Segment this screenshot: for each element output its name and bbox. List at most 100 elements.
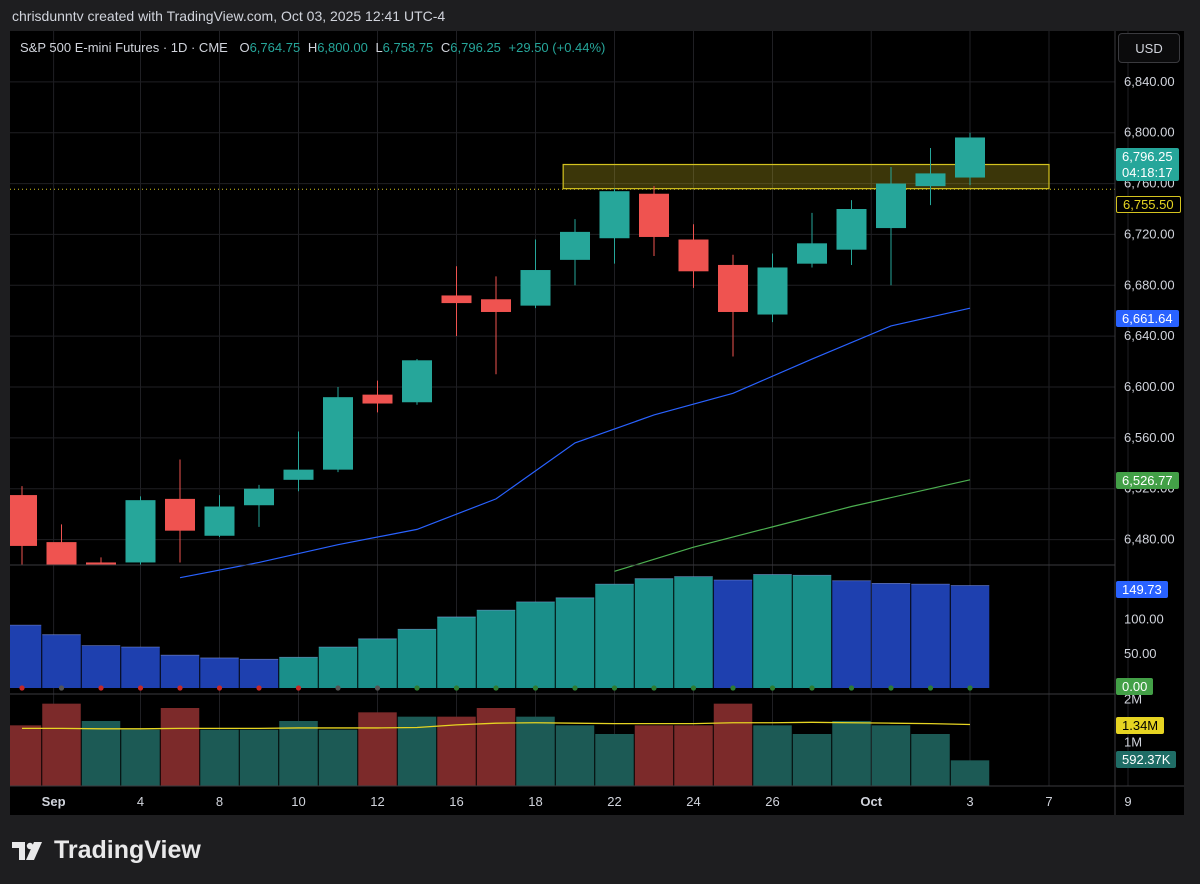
- y-tick-label: 6,600.00: [1124, 379, 1175, 394]
- indicator-bar: [476, 610, 516, 688]
- indicator-bar: [595, 584, 634, 688]
- volume-bar: [81, 721, 121, 786]
- low-label: L: [375, 40, 383, 55]
- x-tick-label: 10: [291, 794, 305, 809]
- volume-ma-tag: 1.34M: [1116, 717, 1165, 734]
- candle-body: [836, 209, 867, 250]
- candle-body: [244, 488, 274, 506]
- indicator-bar: [555, 597, 595, 688]
- indicator-dot: [58, 685, 65, 691]
- indicator-tag: 149.73: [1116, 581, 1168, 598]
- indicator-bar: [81, 645, 121, 688]
- author-caption: chrisdunntv created with TradingView.com…: [12, 8, 446, 24]
- indicator-bar: [10, 625, 42, 688]
- chart-frame[interactable]: 6,840.00 6,800.00 6,760.00 6,720.00 6,680.00…: [10, 31, 1184, 815]
- indicator-dot: [532, 685, 539, 691]
- volume-bar: [476, 708, 516, 786]
- candle-body: [323, 397, 353, 470]
- high-label: H: [307, 40, 318, 55]
- chart-canvas[interactable]: 6,840.006,800.006,760.006,720.006,680.00…: [10, 31, 1184, 815]
- volume-moving-average: [22, 721, 971, 730]
- volume-bar: [950, 760, 990, 786]
- volume-tag: 592.37K: [1116, 751, 1177, 768]
- volume-pane: [10, 703, 990, 786]
- open-value: 6,764.75: [249, 40, 301, 55]
- indicator-dot: [769, 685, 776, 691]
- indicator-dot: [927, 685, 934, 691]
- tradingview-logo-text: TradingView: [54, 836, 201, 864]
- volume-bar: [911, 734, 950, 786]
- indicator-bar: [911, 584, 950, 688]
- indicator-dot: [414, 685, 420, 691]
- indicator-dot: [177, 685, 183, 691]
- axis-layer: 6,840.006,800.006,760.006,720.006,680.00…: [10, 31, 1184, 815]
- volume-bar: [121, 729, 160, 786]
- indicator-dot: [611, 685, 618, 691]
- volume-bar: [200, 729, 239, 786]
- close-label: C: [440, 40, 451, 55]
- volume-tick-label: 1M: [1124, 735, 1142, 750]
- candle-body: [639, 193, 669, 237]
- candle-body: [678, 239, 709, 272]
- y-tick-label: 6,840.00: [1124, 74, 1175, 89]
- indicator-bar: [437, 616, 476, 688]
- indicator-tick-label: 100.00: [1124, 612, 1164, 627]
- volume-bar: [792, 734, 832, 786]
- indicator-dot: [888, 685, 894, 691]
- x-tick-label: 8: [216, 794, 223, 809]
- open-label: O: [239, 40, 250, 55]
- indicator-dot: [848, 685, 855, 691]
- indicator-bar: [634, 578, 674, 688]
- candle-body: [10, 495, 37, 546]
- candle-body: [86, 562, 116, 565]
- volume-bar: [358, 712, 397, 786]
- volume-bar: [832, 721, 871, 786]
- candle-body: [46, 542, 77, 565]
- candle-body: [757, 267, 788, 315]
- volume-bar: [595, 734, 634, 786]
- x-tick-label: Sep: [42, 794, 66, 809]
- resistance-zone-layer: [10, 163, 1115, 190]
- volume-bar: [318, 729, 358, 786]
- currency-button[interactable]: USD: [1118, 33, 1180, 63]
- indicator-bar: [279, 657, 318, 688]
- ma-blue-tag: 6,661.64: [1116, 310, 1179, 327]
- indicator-bar: [239, 659, 279, 688]
- x-tick-label: 12: [370, 794, 384, 809]
- volume-bar: [516, 716, 555, 786]
- level-tag: 6,755.50: [1116, 196, 1181, 213]
- x-tick-label: 7: [1045, 794, 1052, 809]
- y-tick-label: 6,480.00: [1124, 532, 1175, 547]
- countdown-tag: 04:18:17: [1116, 164, 1179, 181]
- indicator-dot: [19, 685, 25, 691]
- indicator-dot: [256, 685, 262, 691]
- ohlc-legend: S&P 500 E-mini Futures · 1D · CME O6,764…: [20, 40, 605, 55]
- indicator-zero-tag: 0.00: [1116, 678, 1154, 695]
- candle-layer: [10, 132, 985, 565]
- volume-bar: [753, 725, 792, 786]
- candle-body: [520, 270, 551, 306]
- symbol-label: S&P 500 E-mini Futures · 1D · CME: [20, 40, 228, 55]
- y-tick-label: 6,720.00: [1124, 226, 1175, 241]
- x-tick-label: 16: [449, 794, 463, 809]
- indicator-dot: [295, 685, 302, 691]
- indicator-dot: [335, 685, 341, 691]
- indicator-dot: [730, 685, 736, 691]
- indicator-dot: [572, 685, 578, 691]
- tradingview-logo-icon: [12, 841, 42, 860]
- change-value: +29.50 (+0.44%): [508, 40, 606, 55]
- candle-body: [362, 394, 393, 404]
- y-tick-label: 6,800.00: [1124, 125, 1175, 140]
- indicator-bar: [674, 576, 713, 688]
- candle-body: [204, 506, 235, 536]
- y-tick-label: 6,680.00: [1124, 277, 1175, 292]
- indicator-tick-label: 50.00: [1124, 646, 1157, 661]
- volume-bar: [239, 729, 279, 786]
- tradingview-logo[interactable]: TradingView: [12, 836, 201, 865]
- x-tick-label: 22: [607, 794, 621, 809]
- indicator-bar: [200, 657, 239, 688]
- candle-body: [125, 500, 156, 563]
- indicator-bar: [397, 629, 437, 688]
- indicator-dot: [453, 685, 460, 691]
- indicator-bar: [516, 601, 555, 688]
